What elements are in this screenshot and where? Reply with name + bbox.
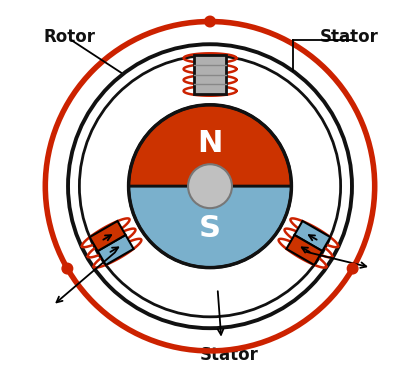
Polygon shape: [98, 235, 134, 265]
Text: Stator: Stator: [320, 28, 378, 46]
Text: N: N: [197, 129, 223, 158]
Wedge shape: [129, 186, 291, 268]
Circle shape: [47, 23, 373, 350]
Circle shape: [68, 44, 352, 328]
Polygon shape: [89, 221, 126, 251]
Circle shape: [188, 164, 232, 208]
Text: Rotor: Rotor: [43, 28, 95, 46]
Circle shape: [79, 55, 341, 317]
Wedge shape: [129, 105, 291, 186]
Text: S: S: [199, 214, 221, 243]
Polygon shape: [286, 235, 322, 265]
Polygon shape: [194, 55, 226, 94]
Polygon shape: [294, 221, 331, 251]
Circle shape: [347, 263, 358, 274]
Circle shape: [62, 263, 73, 274]
Text: Stator: Stator: [200, 346, 258, 364]
Circle shape: [205, 16, 215, 27]
